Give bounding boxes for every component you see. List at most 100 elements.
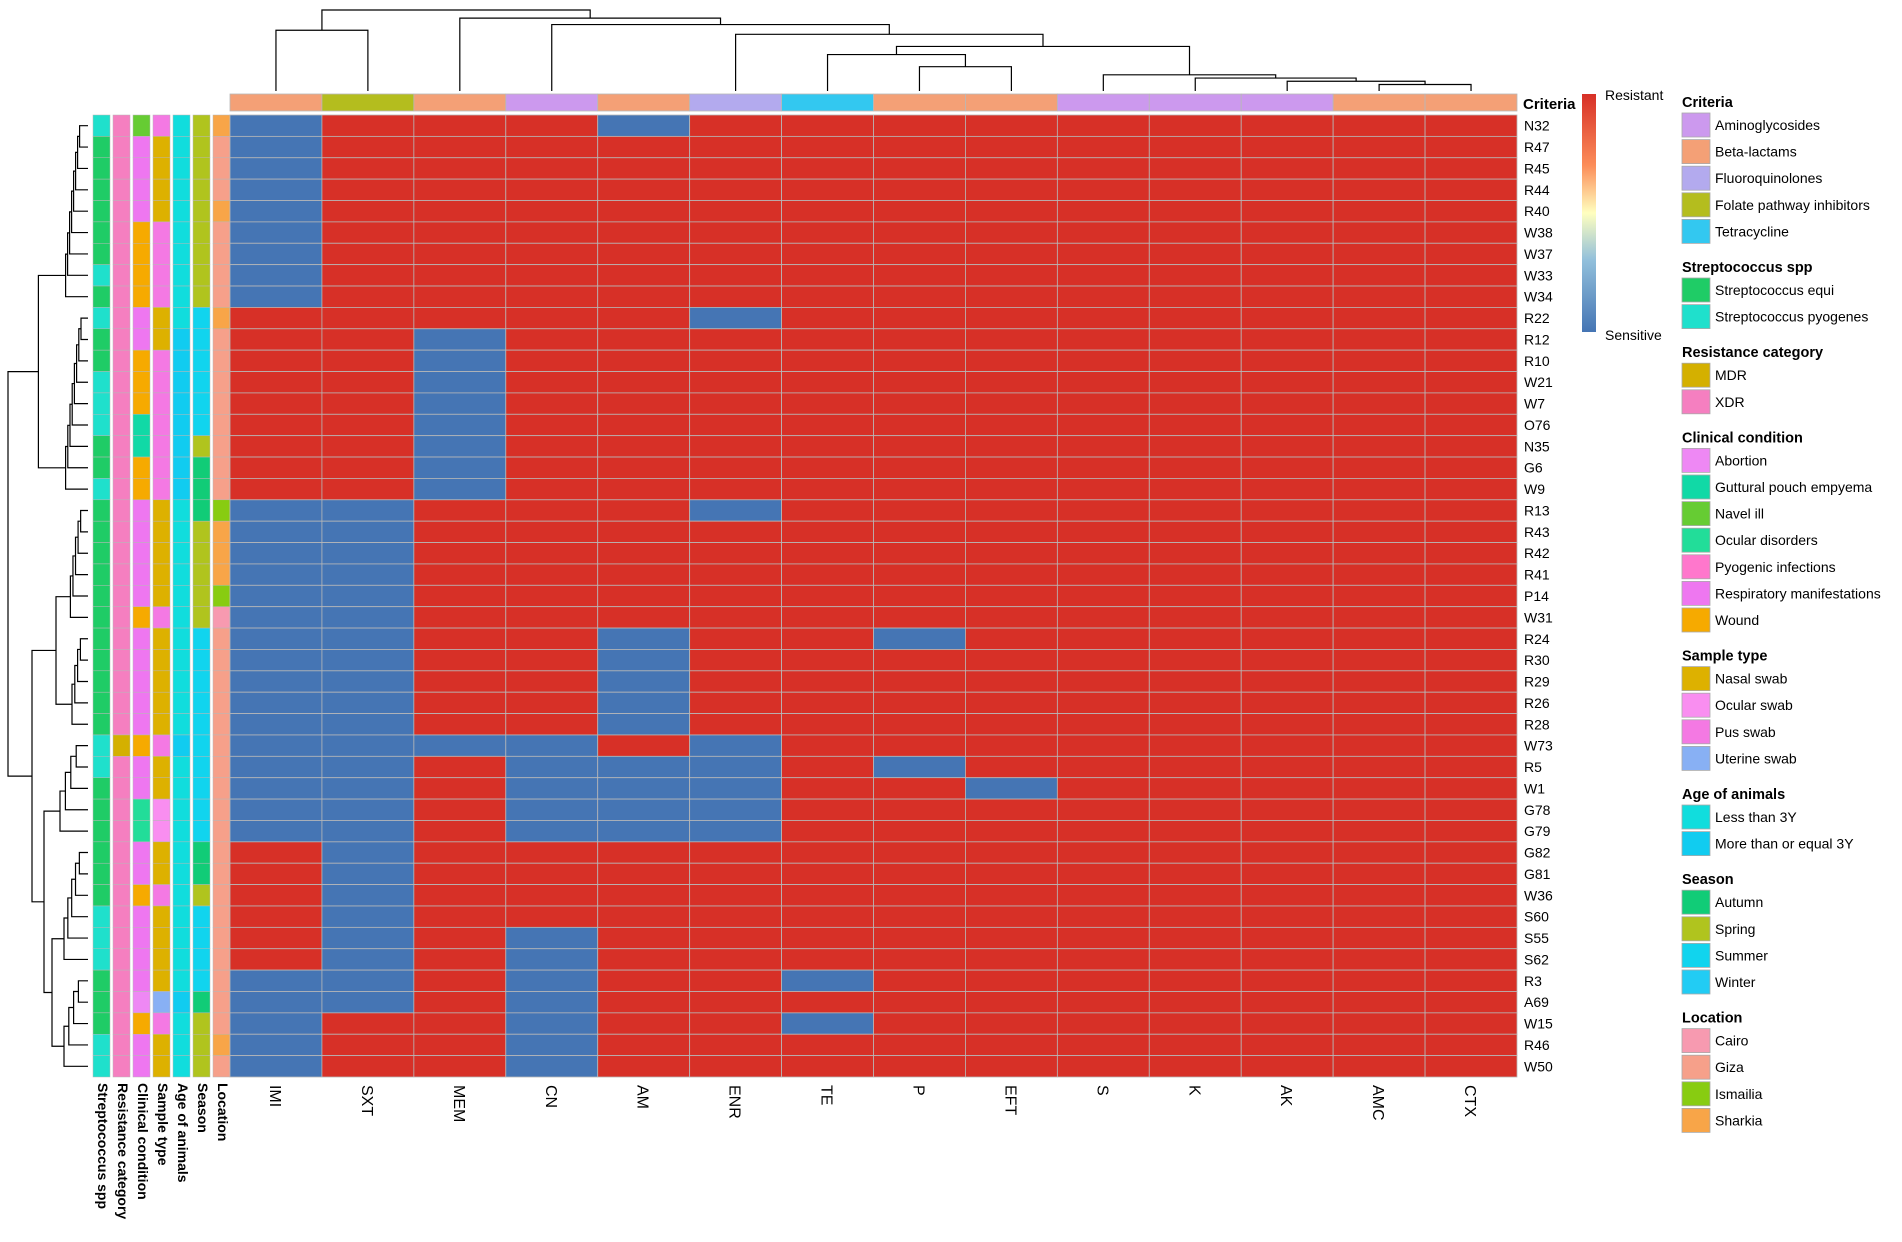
heatmap-cell-G6-CN [505,456,599,479]
heatmap-cell-W38-EFT [965,221,1058,244]
heatmap-cell-R43-S [1056,520,1150,543]
heatmap-cell-S62-AM [597,948,691,971]
heatmap-cell-R45-AK [1240,157,1334,180]
legend-item-label: Autumn [1715,894,1763,910]
row-annotation-cell [132,691,151,714]
annotation-track-label: Sample type [155,1083,171,1166]
column-dendrogram [275,9,1472,91]
row-annotation-cell [112,777,131,800]
heatmap-cell-N35-TE [781,435,874,458]
heatmap-cell-G82-S [1056,841,1150,864]
heatmap-cell-R47-CN [505,135,599,159]
heatmap-cell-W37-CTX [1424,242,1518,266]
row-annotation-cell [152,627,171,650]
heatmap-cell-W73-AK [1240,734,1334,757]
row-annotation-cell [192,927,211,949]
heatmap-cell-R12-K [1148,328,1242,351]
heatmap-cell-R40-EFT [965,200,1058,223]
column-label: MEM [450,1085,467,1122]
heatmap-cell-W9-EFT [965,478,1058,501]
row-annotation-cell [212,841,231,864]
heatmap-cell-P14-EFT [965,584,1058,608]
heatmap-cell-G79-EFT [965,820,1058,843]
heatmap-cell-W37-P [873,242,966,266]
row-annotation-cell [192,1012,211,1035]
row-annotation-cell [132,756,151,778]
heatmap-cell-W21-K [1148,371,1242,394]
row-annotation-cell [192,585,211,607]
heatmap-cell-G82-AMC [1332,841,1426,864]
heatmap-cell-W15-P [873,1012,966,1035]
legend-item-label: Cairo [1715,1033,1749,1049]
row-labels: N32 R47 R45 R44 R40 W38 W37 W33 W34 R22 R12 R10 W21 W… [1524,118,1553,1075]
row-annotation-cell [152,371,171,394]
dendrogram-branch [735,33,1044,91]
heatmap-cell-W21-IMI [229,371,323,394]
heatmap-cell-R13-SXT [321,499,415,522]
heatmap-cell-R29-MEM [413,670,507,693]
heatmap-cell-G6-AMC [1332,456,1426,479]
row-label: R47 [1524,139,1550,155]
column-annotation-cell [413,93,507,112]
row-annotation-cell [132,884,151,907]
heatmap-cell-R3-IMI [229,969,323,992]
heatmap-cell-R13-TE [781,499,874,522]
heatmap-cell-R10-P [873,349,966,372]
heatmap-cell-R28-SXT [321,713,415,736]
heatmap-cell-W36-EFT [965,884,1058,907]
heatmap-cell-R26-AMC [1332,691,1426,714]
heatmap-cell-R28-ENR [689,713,782,736]
heatmap-cell-G79-AMC [1332,820,1426,843]
heatmap-cell-R47-AK [1240,135,1334,159]
heatmap-cell-R10-ENR [689,349,782,372]
heatmap-cell-G78-IMI [229,798,323,821]
heatmap-cell-R40-SXT [321,200,415,223]
row-annotation-cell [192,713,211,736]
dendrogram-branch [1194,77,1357,91]
row-annotation-cell [212,178,231,201]
row-annotation-cell [112,414,131,436]
heatmap-cell-W9-CTX [1424,478,1518,501]
legend-item-label: More than or equal 3Y [1715,836,1854,852]
legend-swatch [1681,1081,1711,1107]
heatmap-cell-W50-TE [781,1055,874,1078]
row-annotation-cell [152,435,171,458]
heatmap-cell-R12-CN [505,328,599,351]
row-annotation-cell [112,136,131,159]
heatmap-cell-R22-P [873,306,966,330]
row-annotation-cell [172,862,191,885]
heatmap-cell-R5-AK [1240,755,1334,779]
row-annotation-cell [152,157,171,180]
legend-item-label: Streptococcus pyogenes [1715,309,1868,325]
heatmap-cell-R44-CTX [1424,178,1518,201]
heatmap-cell-S60-AK [1240,905,1334,928]
heatmap-cell-G78-S [1056,798,1150,821]
heatmap-cell-G6-S [1056,456,1150,479]
row-annotation-cell [172,157,191,180]
heatmap-cell-S62-K [1148,948,1242,971]
heatmap-cell-G81-MEM [413,862,507,886]
column-label: P [909,1085,926,1096]
heatmap-cell-W9-AM [597,478,691,501]
heatmap-cell-R12-IMI [229,328,323,351]
row-annotation-cell [132,948,151,971]
heatmap-cell-N35-CN [505,435,599,458]
row-annotation-cell [212,1012,231,1035]
row-label: R40 [1524,203,1550,219]
heatmap-cell-W37-EFT [965,242,1058,266]
heatmap-cell-R30-P [873,649,966,672]
heatmap-cell-R46-P [873,1033,966,1057]
heatmap-cell-R24-ENR [689,627,782,650]
heatmap-cell-W50-AK [1240,1055,1334,1078]
row-annotation-cell [172,349,191,372]
heatmap-cell-R3-MEM [413,969,507,992]
legend-item-label: Less than 3Y [1715,809,1797,825]
row-annotation-cell [192,756,211,778]
heatmap-cell-S55-ENR [689,926,782,950]
dendrogram-branch [80,317,88,341]
row-label: G6 [1524,460,1543,476]
heatmap-cell-G82-K [1148,841,1242,864]
heatmap-cell-R29-EFT [965,670,1058,693]
row-label: W50 [1524,1058,1553,1074]
row-annotation-cell [152,927,171,949]
